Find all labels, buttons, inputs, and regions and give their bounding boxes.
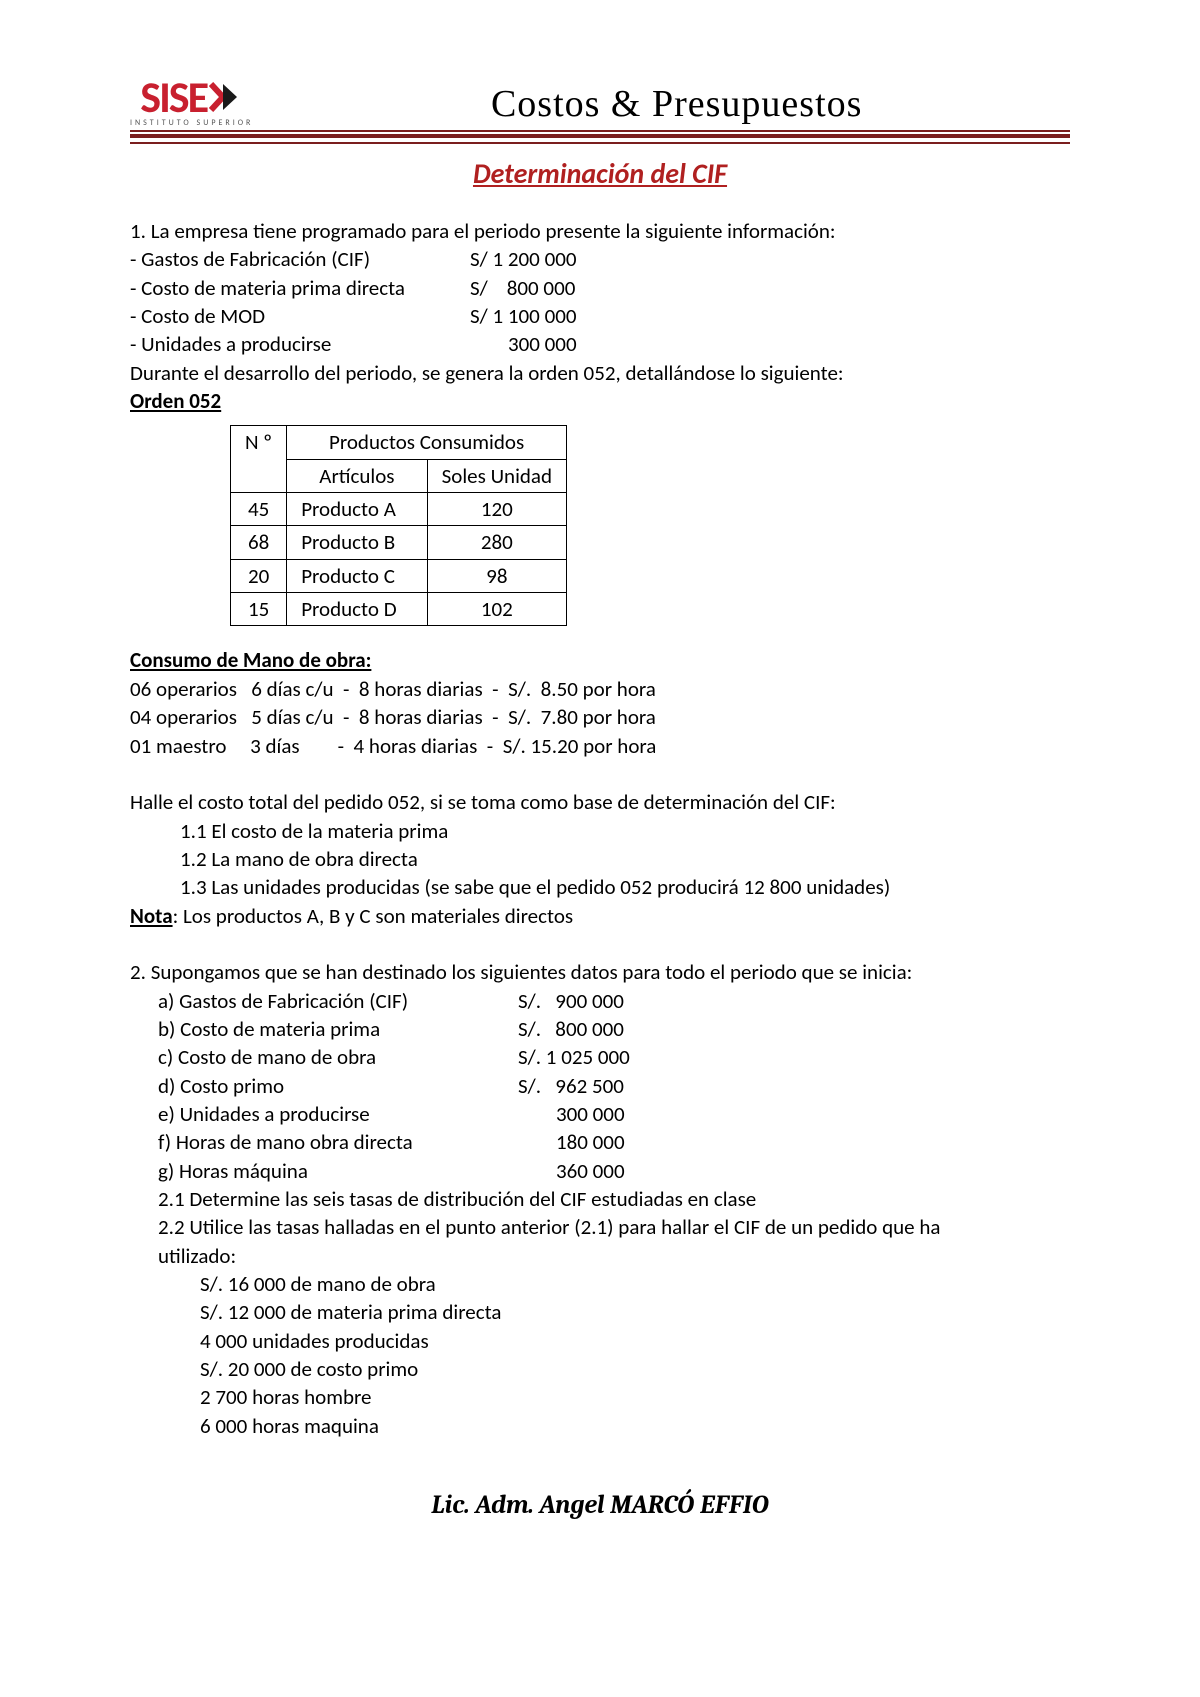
order-label: Orden 052	[130, 387, 1070, 415]
p2-item-label: f) Horas de mano obra directa	[158, 1128, 518, 1156]
table-row: 45Producto A120	[231, 493, 567, 526]
p2-item: e) Unidades a producirse 300 000	[158, 1100, 1070, 1128]
p2-item-value: S/. 1 025 000	[518, 1043, 630, 1071]
document-title: Determinación del CIF	[130, 156, 1070, 191]
table-row: 15Producto D102	[231, 593, 567, 626]
content: 1. La empresa tiene programado para el p…	[130, 217, 1070, 1440]
p2-item-value: 180 000	[518, 1128, 625, 1156]
halle-item: 1.1 El costo de la materia prima	[130, 817, 1070, 845]
p1-item-value: S/ 800 000	[470, 274, 575, 302]
p2-item-label: d) Costo primo	[158, 1072, 518, 1100]
p2-item: f) Horas de mano obra directa 180 000	[158, 1128, 1070, 1156]
halle-item: 1.3 Las unidades producidas (se sabe que…	[130, 873, 1070, 901]
labor-line: 06 operarios 6 días c/u - 8 horas diaria…	[130, 675, 1070, 703]
th-soles: Soles Unidad	[427, 459, 566, 492]
halle-item: 1.2 La mano de obra directa	[130, 845, 1070, 873]
p1-item-value: 300 000	[470, 330, 577, 358]
p2-item: d) Costo primoS/. 962 500	[158, 1072, 1070, 1100]
p1-item-value: S/ 1 100 000	[470, 302, 577, 330]
p2-item: a) Gastos de Fabricación (CIF)S/. 900 00…	[158, 987, 1070, 1015]
p2-item-label: e) Unidades a producirse	[158, 1100, 518, 1128]
page: SISE INSTITUTO SUPERIOR Costos & Presupu…	[0, 0, 1200, 1560]
logo-subtitle: INSTITUTO SUPERIOR	[130, 118, 253, 128]
cell-price: 98	[427, 559, 566, 592]
labor-title: Consumo de Mano de obra:	[130, 646, 1070, 674]
p2-use-item: 4 000 unidades producidas	[130, 1327, 1070, 1355]
p2-item-label: a) Gastos de Fabricación (CIF)	[158, 987, 518, 1015]
p2-item-value: S/. 800 000	[518, 1015, 624, 1043]
th-n: N º	[231, 426, 287, 493]
p2-item-value: 360 000	[518, 1157, 625, 1185]
nota-line: Nota: Los productos A, B y C son materia…	[130, 902, 1070, 930]
table-row: 20Producto C98	[231, 559, 567, 592]
labor-line: 01 maestro 3 días - 4 horas diarias - S/…	[130, 732, 1070, 760]
cell-articulo: Producto A	[287, 493, 427, 526]
p2-item-label: g) Horas máquina	[158, 1157, 518, 1185]
p1-item-value: S/ 1 200 000	[470, 245, 577, 273]
header: SISE INSTITUTO SUPERIOR Costos & Presupu…	[130, 70, 1070, 138]
nota-label: Nota	[130, 903, 173, 929]
cell-n: 68	[231, 526, 287, 559]
p2-use-list: S/. 16 000 de mano de obraS/. 12 000 de …	[130, 1270, 1070, 1440]
labor-lines: 06 operarios 6 días c/u - 8 horas diaria…	[130, 675, 1070, 760]
p1-item: - Costo de materia prima directaS/ 800 0…	[130, 274, 1070, 302]
p2-use-item: S/. 20 000 de costo primo	[130, 1355, 1070, 1383]
halle-intro: Halle el costo total del pedido 052, si …	[130, 788, 1070, 816]
p2-item-label: c) Costo de mano de obra	[158, 1043, 518, 1071]
labor-line: 04 operarios 5 días c/u - 8 horas diaria…	[130, 703, 1070, 731]
cell-price: 280	[427, 526, 566, 559]
p2-item: c) Costo de mano de obraS/. 1 025 000	[158, 1043, 1070, 1071]
cell-articulo: Producto B	[287, 526, 427, 559]
th-articulos: Artículos	[287, 459, 427, 492]
logo-word: SISE	[140, 70, 207, 124]
chevron-icon	[209, 82, 243, 112]
p1-item-label: - Unidades a producirse	[130, 330, 470, 358]
p2-item-label: b) Costo de materia prima	[158, 1015, 518, 1043]
cell-articulo: Producto C	[287, 559, 427, 592]
logo-text: SISE	[140, 70, 243, 124]
cell-price: 102	[427, 593, 566, 626]
p2-sub-2: 2.2 Utilice las tasas halladas en el pun…	[130, 1213, 978, 1270]
p2-item: g) Horas máquina 360 000	[158, 1157, 1070, 1185]
p1-item: - Unidades a producirse 300 000	[130, 330, 1070, 358]
cell-n: 20	[231, 559, 287, 592]
p2-use-item: S/. 12 000 de materia prima directa	[130, 1298, 1070, 1326]
cell-price: 120	[427, 493, 566, 526]
p1-item-label: - Costo de MOD	[130, 302, 470, 330]
p2-item-value: S/. 900 000	[518, 987, 624, 1015]
nota-text: : Los productos A, B y C son materiales …	[173, 903, 574, 929]
p1-intro: 1. La empresa tiene programado para el p…	[130, 217, 1070, 245]
p2-item-value: S/. 962 500	[518, 1072, 624, 1100]
p2-use-item: 6 000 horas maquina	[130, 1412, 1070, 1440]
p1-item-label: - Gastos de Fabricación (CIF)	[130, 245, 470, 273]
p2-sub-1: 2.1 Determine las seis tasas de distribu…	[130, 1185, 1070, 1213]
p1-list: - Gastos de Fabricación (CIF)S/ 1 200 00…	[130, 245, 1070, 358]
p2-item: b) Costo de materia primaS/. 800 000	[158, 1015, 1070, 1043]
p1-item: - Gastos de Fabricación (CIF)S/ 1 200 00…	[130, 245, 1070, 273]
cell-n: 45	[231, 493, 287, 526]
p1-mid: Durante el desarrollo del periodo, se ge…	[130, 359, 1070, 387]
p2-list: a) Gastos de Fabricación (CIF)S/. 900 00…	[158, 987, 1070, 1185]
p2-item-value: 300 000	[518, 1100, 625, 1128]
document-title-text: Determinación del CIF	[473, 156, 727, 191]
p2-intro: 2. Supongamos que se han destinado los s…	[130, 958, 1070, 986]
logo: SISE INSTITUTO SUPERIOR	[130, 70, 253, 128]
products-table: N º Productos Consumidos Artículos Soles…	[230, 425, 567, 626]
footer-author: Lic. Adm. Angel MARCÓ EFFIO	[130, 1490, 1070, 1520]
course-title: Costos & Presupuestos	[283, 82, 1070, 128]
cell-articulo: Producto D	[287, 593, 427, 626]
p2-use-item: S/. 16 000 de mano de obra	[130, 1270, 1070, 1298]
table-row: 68Producto B280	[231, 526, 567, 559]
cell-n: 15	[231, 593, 287, 626]
p1-item-label: - Costo de materia prima directa	[130, 274, 470, 302]
p2-use-item: 2 700 horas hombre	[130, 1383, 1070, 1411]
th-group: Productos Consumidos	[287, 426, 567, 459]
p1-item: - Costo de MODS/ 1 100 000	[130, 302, 1070, 330]
halle-items: 1.1 El costo de la materia prima1.2 La m…	[130, 817, 1070, 902]
